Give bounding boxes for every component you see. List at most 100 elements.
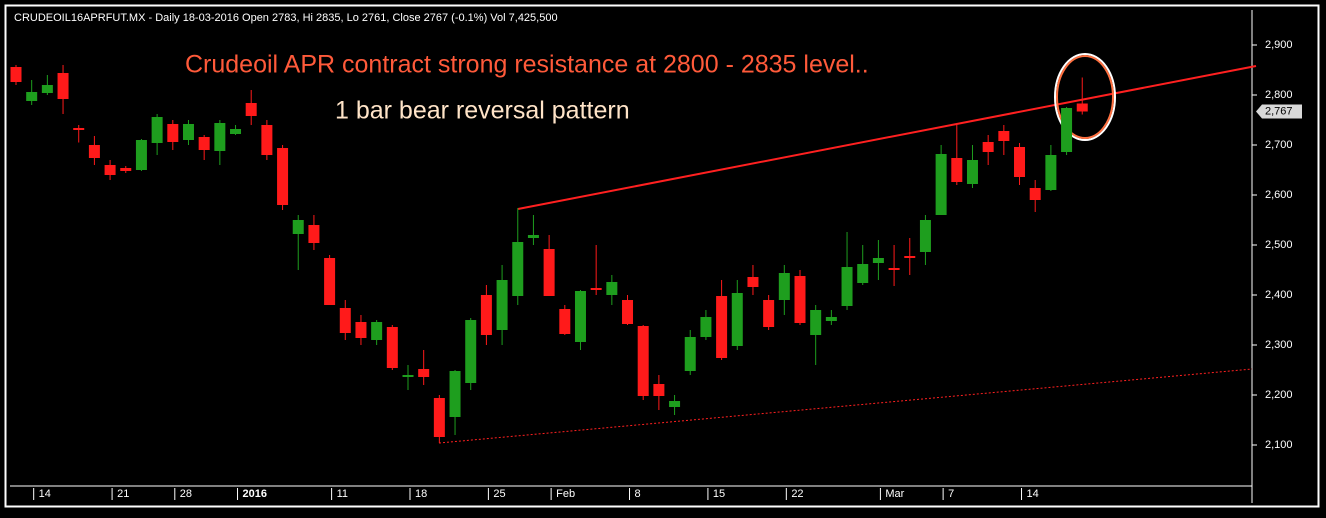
- candle-body: [198, 137, 210, 150]
- candle-body: [731, 293, 743, 346]
- candle-body: [590, 288, 602, 290]
- candle-body: [825, 317, 837, 321]
- candle-body: [857, 264, 869, 283]
- candle-body: [982, 142, 994, 152]
- y-tick-label: 2,500: [1265, 239, 1293, 251]
- candle-body: [418, 369, 430, 377]
- chart-title: CRUDEOIL16APRFUT.MX - Daily 18-03-2016 O…: [14, 12, 558, 24]
- candle-body: [230, 129, 242, 134]
- y-tick-label: 2,100: [1265, 439, 1293, 451]
- x-tick-label: Feb: [556, 488, 575, 500]
- y-tick-label: 2,400: [1265, 289, 1293, 301]
- y-tick-label: 2,300: [1265, 339, 1293, 351]
- candle-body: [653, 384, 665, 396]
- price-tag: [1256, 104, 1302, 119]
- candle-body: [324, 258, 336, 305]
- candle-body: [480, 295, 492, 335]
- annotation: Crudeoil APR contract strong resistance …: [185, 51, 869, 79]
- x-tick-label: 25: [493, 488, 505, 500]
- candle-body: [512, 242, 524, 296]
- candle-body: [841, 267, 853, 306]
- x-tick-label: 14: [1027, 488, 1039, 500]
- candle-body: [465, 320, 477, 383]
- candle-body: [747, 277, 759, 287]
- candle-body: [10, 67, 22, 82]
- candle-body: [73, 128, 85, 130]
- candle-body: [57, 73, 69, 99]
- candle-body: [794, 276, 806, 323]
- x-tick-label: 21: [117, 488, 129, 500]
- candle-body: [810, 310, 822, 335]
- candle-body: [1014, 147, 1026, 177]
- x-tick-label: 8: [635, 488, 641, 500]
- x-tick-label: 2016: [243, 488, 267, 500]
- x-tick-label: 11: [337, 488, 348, 500]
- candle-body: [778, 273, 790, 300]
- candle-body: [292, 220, 304, 234]
- x-tick-label: 7: [948, 488, 954, 500]
- highlight-ring: [1054, 53, 1116, 141]
- candle-body: [1029, 188, 1041, 200]
- x-tick-label: 18: [415, 488, 427, 500]
- y-tick-label: 2,200: [1265, 389, 1293, 401]
- candle-body: [182, 124, 194, 140]
- y-tick-label: 2,900: [1265, 39, 1293, 51]
- candle-body: [26, 92, 38, 101]
- candle-body: [763, 300, 775, 327]
- candle-body: [543, 249, 555, 296]
- candle-body: [1045, 155, 1057, 190]
- candle-body: [904, 256, 916, 258]
- candle-body: [888, 268, 900, 270]
- candle-body: [669, 401, 681, 407]
- candle-body: [966, 160, 978, 184]
- candle-body: [622, 300, 634, 324]
- candle-body: [998, 131, 1010, 141]
- y-tick-label: 2,800: [1265, 89, 1293, 101]
- candle-body: [151, 117, 163, 143]
- candle-body: [700, 317, 712, 337]
- y-tick-label: 2,700: [1265, 139, 1293, 151]
- candle-body: [88, 145, 100, 158]
- candle-body: [308, 225, 320, 243]
- x-tick-label: 22: [791, 488, 803, 500]
- candle-body: [637, 326, 649, 396]
- candle-body: [496, 280, 508, 330]
- candle-body: [167, 124, 179, 142]
- candle-body: [339, 308, 351, 333]
- candle-body: [1076, 103, 1088, 112]
- candle-body: [559, 309, 571, 334]
- resistance-trendline: [517, 65, 1257, 210]
- candle-body: [277, 148, 289, 205]
- candle-body: [261, 125, 273, 155]
- candle-body: [433, 398, 445, 437]
- candle-body: [371, 322, 383, 340]
- highlight-ring: [1056, 55, 1114, 139]
- candle-body: [574, 291, 586, 342]
- candle-body: [951, 158, 963, 182]
- candle-body: [245, 103, 257, 116]
- x-tick-label: 28: [180, 488, 192, 500]
- candle-body: [935, 154, 947, 215]
- y-tick-label: 2,600: [1265, 189, 1293, 201]
- candle-body: [386, 327, 398, 368]
- frame: [4, 4, 1320, 508]
- candle-body: [214, 123, 226, 151]
- candle-body: [41, 85, 53, 93]
- candle-body: [104, 165, 116, 175]
- candle-body: [919, 220, 931, 252]
- candle-body: [135, 140, 147, 170]
- candle-body: [872, 258, 884, 263]
- x-tick-label: Mar: [885, 488, 904, 500]
- candle-body: [684, 337, 696, 371]
- candle-body: [449, 371, 461, 417]
- candle-body: [716, 296, 728, 358]
- price-tag-label: 2,767: [1265, 105, 1293, 117]
- x-tick-label: 14: [39, 488, 51, 500]
- candle-body: [355, 322, 367, 338]
- candle-body: [402, 375, 414, 377]
- candle-body: [606, 282, 618, 295]
- annotation: 1 bar bear reversal pattern: [335, 97, 630, 125]
- candle-body: [527, 235, 539, 238]
